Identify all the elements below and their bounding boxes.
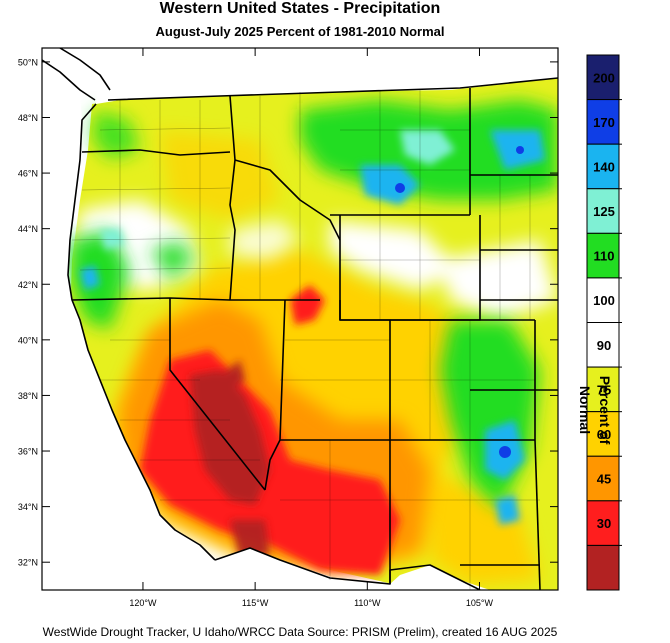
- colorbar-swatch: [586, 366, 620, 413]
- lat-tick-label: 46°N: [18, 169, 38, 179]
- lon-tick-label: 115°W: [242, 598, 269, 608]
- colorbar-label: 90: [597, 338, 611, 353]
- canada: [96, 48, 558, 104]
- lat-tick-label: 48°N: [18, 113, 38, 123]
- colorbar-label: 170: [593, 115, 615, 130]
- lat-tick-label: 34°N: [18, 502, 38, 512]
- map-subtitle: August-July 2025 Percent of 1981-2010 No…: [155, 24, 445, 39]
- footer-credits: WestWide Drought Tracker, U Idaho/WRCC D…: [42, 625, 558, 639]
- longitude-axis: 120°W 115°W 110°W 105°W: [129, 48, 494, 608]
- lat-tick-label: 38°N: [18, 391, 38, 401]
- colorbar-label: 45: [597, 472, 611, 487]
- lon-tick-label: 105°W: [466, 598, 494, 608]
- colorbar-title: Percent of Normal: [577, 375, 613, 445]
- plot-frame: [41, 47, 559, 591]
- lat-tick-label: 32°N: [18, 558, 38, 568]
- lat-tick-label: 50°N: [18, 57, 38, 67]
- colorbar-label: 140: [593, 159, 615, 174]
- colorbar-swatch: [586, 143, 620, 190]
- lat-tick-label: 40°N: [18, 335, 38, 345]
- lat-tick-label: 42°N: [18, 280, 38, 290]
- colorbar-label: 125: [593, 204, 615, 219]
- colorbar-swatch: [586, 232, 620, 279]
- latitude-axis: 50°N 48°N 46°N 44°N 42°N 40°N 38°N 36°N 34°N 32°N: [18, 57, 558, 568]
- colorbar-label: 30: [597, 516, 611, 531]
- colorbar-swatch: [586, 322, 620, 368]
- lon-tick-label: 120°W: [129, 598, 157, 608]
- lat-tick-label: 44°N: [18, 224, 38, 234]
- colorbar-swatch: [586, 500, 620, 546]
- lon-tick-label: 110°W: [354, 598, 381, 608]
- lat-tick-label: 36°N: [18, 447, 38, 457]
- pacific-ocean: [42, 48, 220, 590]
- colorbar-label: 100: [593, 293, 615, 308]
- colorbar-swatch: [586, 544, 620, 591]
- zone-140-170-montana: [360, 165, 420, 205]
- colorbar-label: 75: [597, 382, 611, 397]
- state-boundaries: [42, 48, 558, 590]
- colorbar-swatch: [586, 411, 620, 457]
- colorbar-label: 60: [597, 427, 611, 442]
- colorbar-swatch: [586, 54, 620, 101]
- colorbar-swatch: [586, 277, 620, 323]
- map-title: Western United States - Precipitation: [159, 0, 441, 17]
- colorbar-swatch: [586, 455, 620, 502]
- colorbar-label: 200: [593, 70, 615, 85]
- colorbar-label: 110: [594, 249, 615, 264]
